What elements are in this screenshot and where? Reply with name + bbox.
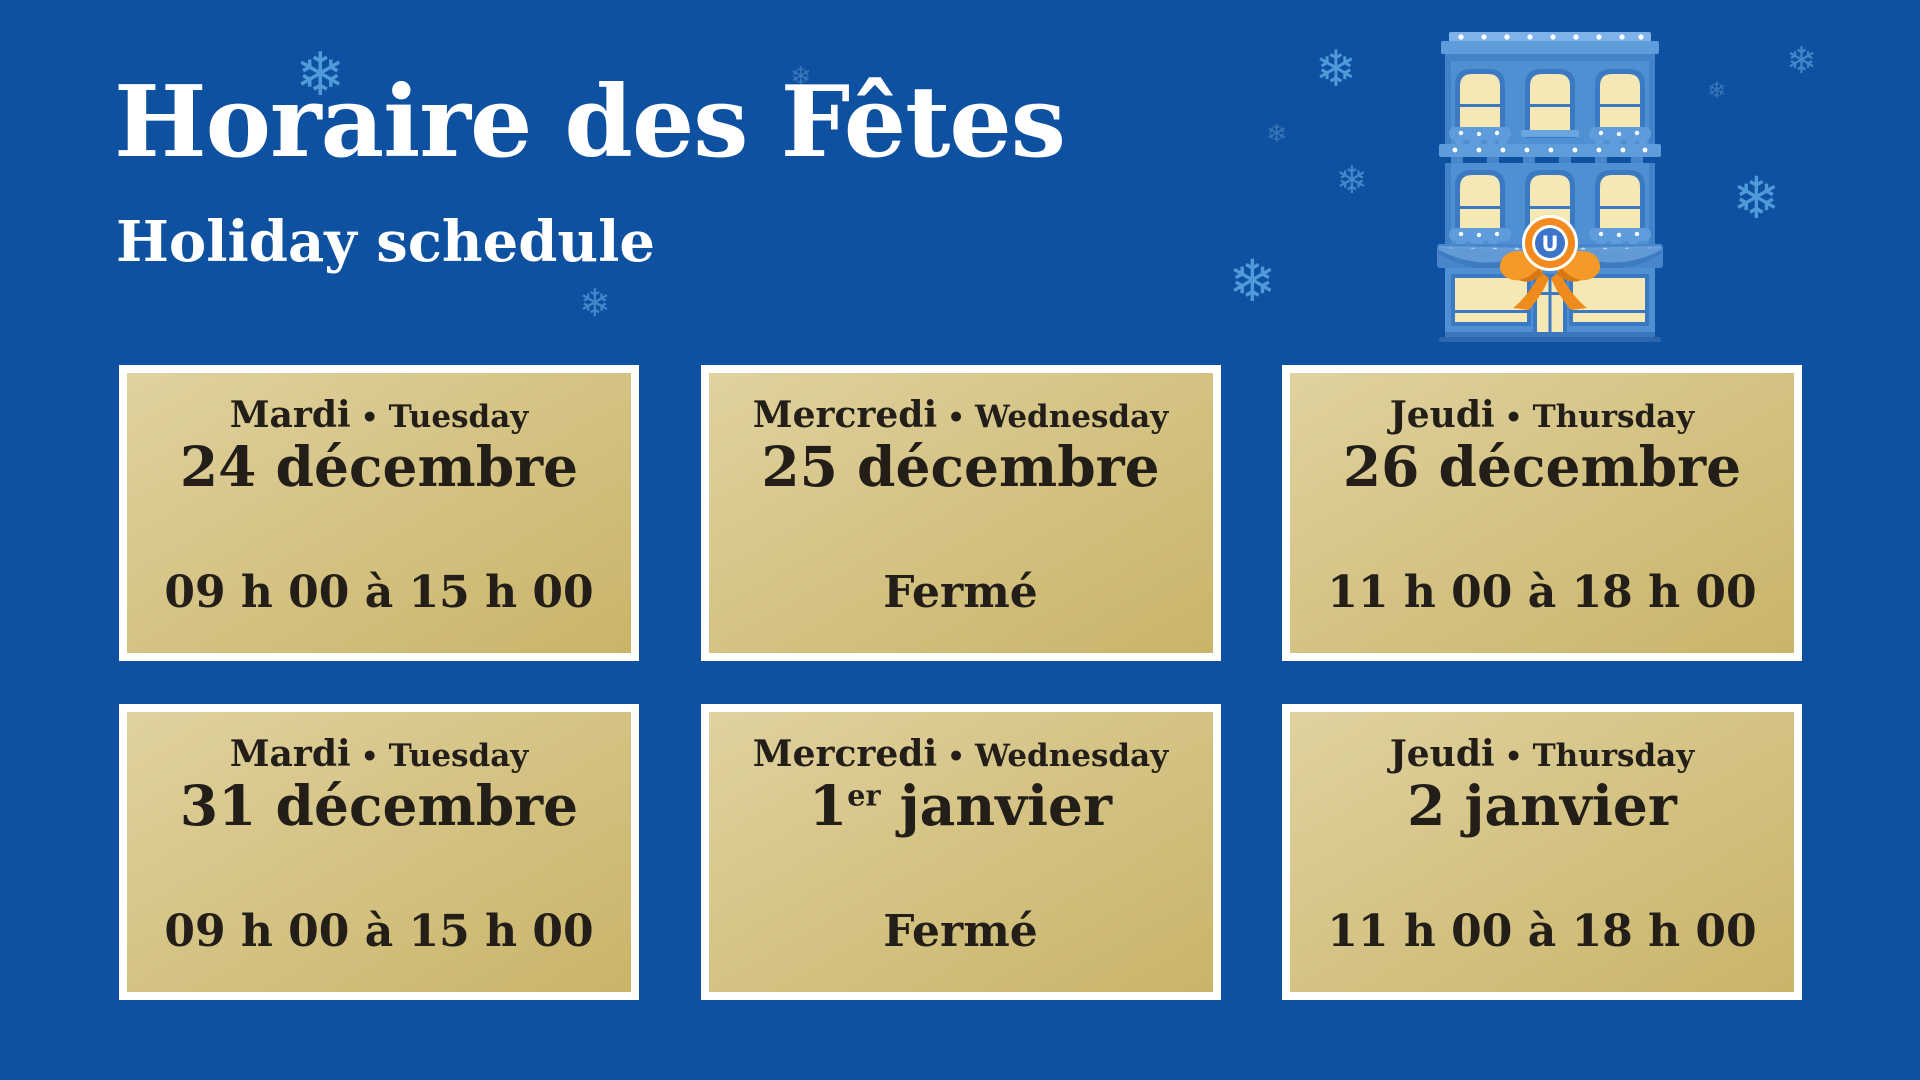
day-name-fr: Jeudi — [1389, 394, 1495, 436]
card-date: 24 décembre — [180, 439, 578, 494]
day-name-en: Wednesday — [975, 399, 1169, 435]
snowflake-icon: ❄ — [1336, 158, 1368, 202]
bullet-separator: • — [1504, 401, 1523, 434]
schedule-card-dec31: Mardi • Tuesday 31 décembre 09 h 00 à 15 h… — [119, 704, 639, 1000]
day-name-fr: Mercredi — [752, 394, 938, 436]
page-subtitle: Holiday schedule — [116, 209, 656, 275]
bullet-separator: • — [1504, 740, 1523, 773]
day-name-en: Thursday — [1532, 399, 1695, 435]
day-name-fr: Mercredi — [752, 733, 938, 775]
upper-windows — [1455, 69, 1645, 138]
card-day-line: Mardi • Tuesday — [230, 736, 529, 772]
day-name-en: Tuesday — [388, 399, 529, 435]
date-main: 24 décembre — [179, 434, 579, 499]
page-title: Horaire des Fêtes — [114, 65, 1066, 180]
card-date: 25 décembre — [761, 439, 1159, 494]
card-date: 31 décembre — [180, 778, 578, 833]
bullet-separator: • — [360, 740, 379, 773]
day-name-fr: Mardi — [229, 394, 351, 436]
date-main: 31 décembre — [179, 773, 579, 838]
storefront-illustration: U — [1437, 32, 1663, 342]
date-main: 2 janvier — [1407, 773, 1677, 838]
snowflake-icon: ❄ — [790, 62, 812, 92]
snowflake-icon: ❄ — [1786, 39, 1818, 82]
display-windows — [1451, 274, 1649, 326]
card-day-line: Mercredi • Wednesday — [753, 736, 1168, 772]
date-main: 25 décembre — [761, 434, 1160, 499]
day-name-fr: Mardi — [229, 733, 351, 775]
schedule-card-dec25: Mercredi • Wednesday 25 décembre Fermé — [700, 365, 1221, 661]
snowflake-icon: ❄ — [295, 40, 346, 110]
card-hours: 09 h 00 à 15 h 00 — [164, 906, 594, 957]
day-name-fr: Jeudi — [1389, 733, 1495, 775]
schedule-card-dec24: Mardi • Tuesday 24 décembre 09 h 00 à 15 h… — [119, 365, 639, 661]
date-ordinal: er — [847, 778, 881, 813]
bullet-separator: • — [360, 401, 379, 434]
snowflake-icon: ❄ — [1707, 78, 1727, 104]
card-hours: 09 h 00 à 15 h 00 — [164, 567, 594, 618]
snowflake-icon: ❄ — [1315, 40, 1357, 98]
schedule-card-jan1: Mercredi • Wednesday 1er janvier Fermé — [700, 704, 1221, 1000]
schedule-grid: Mardi • Tuesday 24 décembre 09 h 00 à 15 h… — [119, 365, 1802, 1000]
card-hours: 11 h 00 à 18 h 00 — [1327, 906, 1757, 957]
bullet-separator: • — [947, 740, 966, 773]
day-name-en: Wednesday — [975, 738, 1169, 774]
ledge-lights — [1452, 147, 1648, 153]
u-logo-letter: U — [1541, 232, 1558, 256]
card-date: 26 décembre — [1343, 439, 1741, 494]
card-day-line: Jeudi • Thursday — [1390, 736, 1695, 772]
snowflake-icon: ❄ — [579, 281, 611, 325]
card-date: 2 janvier — [1407, 778, 1677, 833]
date-tail: janvier — [880, 773, 1113, 838]
date-main: 26 décembre — [1342, 434, 1742, 499]
schedule-card-dec26: Jeudi • Thursday 26 décembre 11 h 00 à 18 … — [1282, 365, 1802, 661]
card-day-line: Mercredi • Wednesday — [753, 397, 1168, 433]
snowflake-icon: ❄ — [1732, 164, 1781, 232]
card-hours: Fermé — [883, 906, 1038, 957]
card-hours: Fermé — [883, 567, 1038, 618]
day-name-en: Thursday — [1532, 738, 1695, 774]
card-day-line: Jeudi • Thursday — [1390, 397, 1695, 433]
day-name-en: Tuesday — [388, 738, 529, 774]
bullet-separator: • — [947, 401, 966, 434]
card-hours: 11 h 00 à 18 h 00 — [1327, 567, 1757, 618]
roof-lights — [1458, 34, 1644, 40]
card-date: 1er janvier — [809, 778, 1112, 833]
snowflake-icon: ❄ — [1266, 119, 1287, 148]
snowflake-icon: ❄ — [1228, 247, 1277, 315]
u-logo-badge: U — [1522, 215, 1578, 271]
date-main: 1 — [808, 773, 848, 838]
card-day-line: Mardi • Tuesday — [230, 397, 529, 433]
schedule-card-jan2: Jeudi • Thursday 2 janvier 11 h 00 à 18 h … — [1282, 704, 1802, 1000]
